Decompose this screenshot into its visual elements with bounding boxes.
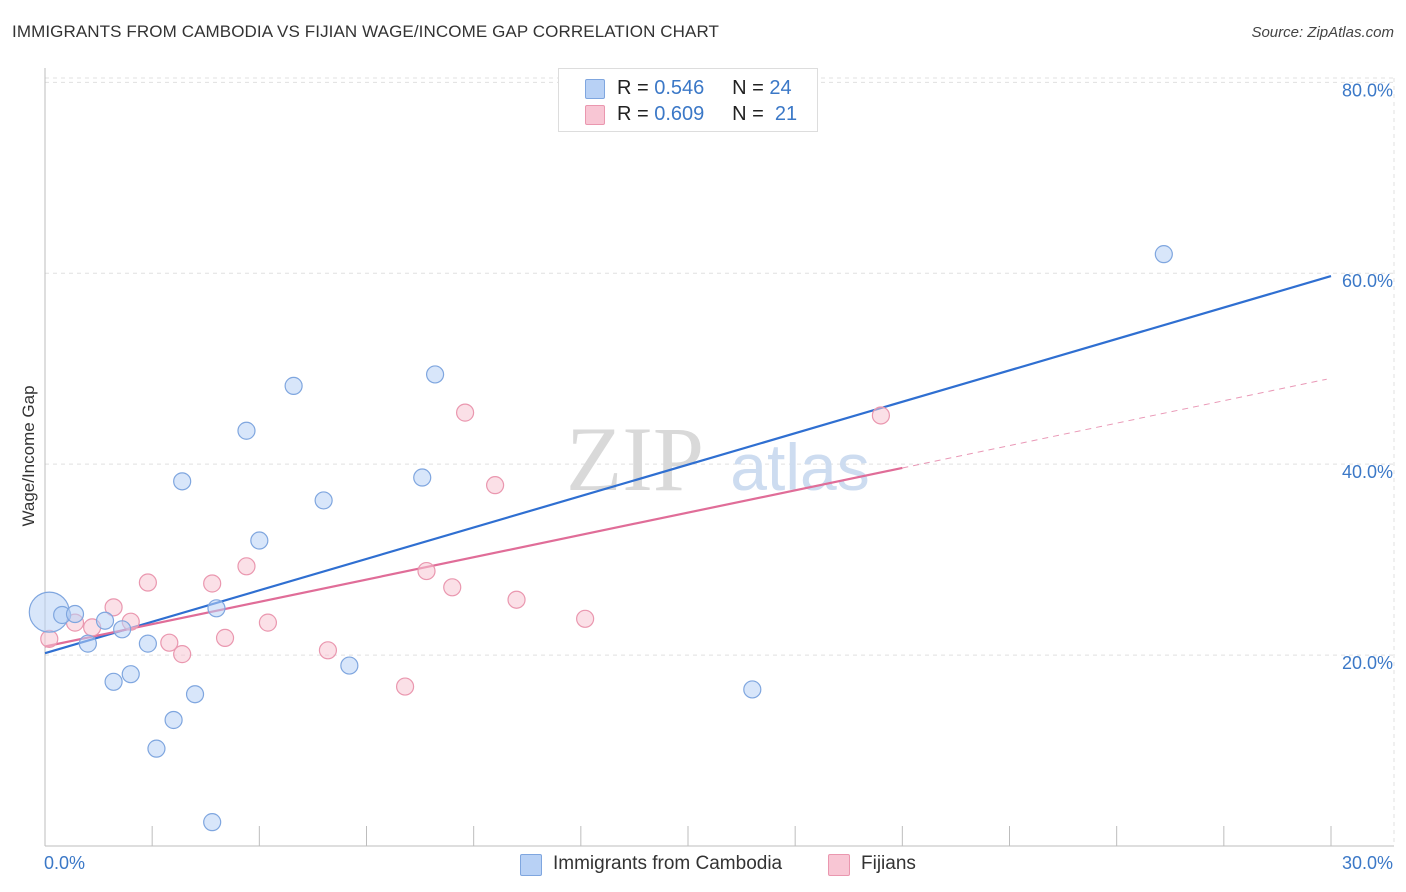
point-cambodia (284, 376, 303, 395)
point-fijians (138, 573, 157, 592)
gridlines (45, 77, 1395, 846)
data-points (28, 245, 1173, 832)
point-fijians (203, 574, 222, 593)
x-tick-label: 30.0% (1342, 853, 1393, 873)
point-cambodia (314, 491, 333, 510)
source-label: Source: ZipAtlas.com (1251, 24, 1394, 41)
point-fijians (395, 677, 415, 696)
point-cambodia (743, 680, 762, 699)
legend-text-cambodia: R = 0.546 N = 24 (617, 77, 792, 100)
point-fijians (318, 641, 338, 660)
point-cambodia (250, 531, 269, 550)
point-cambodia (65, 604, 85, 624)
point-cambodia (121, 665, 140, 684)
legend-swatch-fijians (585, 105, 605, 125)
point-cambodia (185, 685, 205, 704)
point-cambodia (425, 365, 445, 384)
point-fijians (443, 578, 462, 597)
point-fijians (237, 557, 256, 576)
trend-line-fijians (44, 466, 903, 648)
legend-n-value-cambodia: 24 (769, 77, 792, 99)
point-fijians (40, 629, 59, 648)
point-fijians (258, 613, 278, 632)
point-cambodia (147, 739, 166, 758)
trend-lines (44, 275, 1332, 655)
axes (44, 68, 1394, 847)
point-fijians (576, 609, 595, 628)
point-cambodia (113, 620, 132, 639)
y-axis-label: Wage/Income Gap (19, 385, 38, 527)
legend-r-label: R = (617, 77, 649, 99)
point-cambodia (95, 611, 115, 630)
x-tick-label: 0.0% (44, 853, 85, 873)
legend-r-label: R = (617, 103, 649, 125)
point-cambodia (340, 656, 359, 675)
point-cambodia (104, 672, 123, 691)
point-fijians (215, 628, 235, 647)
legend-n-value-fijians: 21 (774, 103, 798, 125)
trend-line-fijians-extrapolated (902, 378, 1327, 469)
point-cambodia (207, 599, 226, 618)
point-fijians (507, 590, 526, 609)
legend-n-label: N = (732, 77, 764, 99)
point-fijians (871, 406, 891, 425)
point-cambodia (237, 421, 256, 440)
watermark: ZIP atlas (566, 408, 870, 510)
bottom-legend-swatch-cambodia (520, 854, 542, 876)
point-fijians (486, 476, 505, 495)
legend-swatch-cambodia (585, 79, 605, 99)
point-fijians (455, 403, 475, 422)
trend-line-cambodia (44, 275, 1332, 655)
y-tick-label: 80.0% (1342, 80, 1393, 100)
point-cambodia (413, 468, 432, 487)
legend-text-fijians: R = 0.609 N = 21 (617, 103, 797, 126)
y-tick-label: 60.0% (1342, 271, 1393, 291)
y-tick-label: 20.0% (1342, 653, 1393, 673)
stats-legend: R = 0.546 N = 24 R = 0.609 N = 21 (558, 68, 818, 132)
legend-r-value-cambodia: 0.546 (654, 77, 705, 99)
legend-n-label: N = (732, 103, 764, 125)
point-cambodia (78, 634, 97, 653)
y-tick-label: 40.0% (1342, 462, 1393, 482)
point-cambodia (164, 710, 183, 730)
point-fijians (173, 645, 192, 664)
point-fijians (417, 561, 436, 581)
bottom-legend-label-fijians: Fijians (861, 853, 916, 874)
point-fijians (104, 598, 123, 617)
tick-labels: 20.0% 40.0% 60.0% 80.0% 0.0% 30.0% (44, 80, 1393, 873)
watermark-atlas: atlas (730, 430, 869, 504)
point-cambodia (173, 472, 192, 491)
point-cambodia (203, 813, 222, 832)
chart-title: IMMIGRANTS FROM CAMBODIA VS FIJIAN WAGE/… (12, 22, 720, 41)
bottom-legend-swatch-fijians (828, 854, 850, 876)
point-fijians (160, 633, 179, 652)
point-cambodia (1154, 245, 1173, 264)
legend-r-value-fijians: 0.609 (654, 103, 705, 125)
bottom-legend-label-cambodia: Immigrants from Cambodia (553, 853, 783, 874)
point-cambodia (138, 634, 157, 653)
